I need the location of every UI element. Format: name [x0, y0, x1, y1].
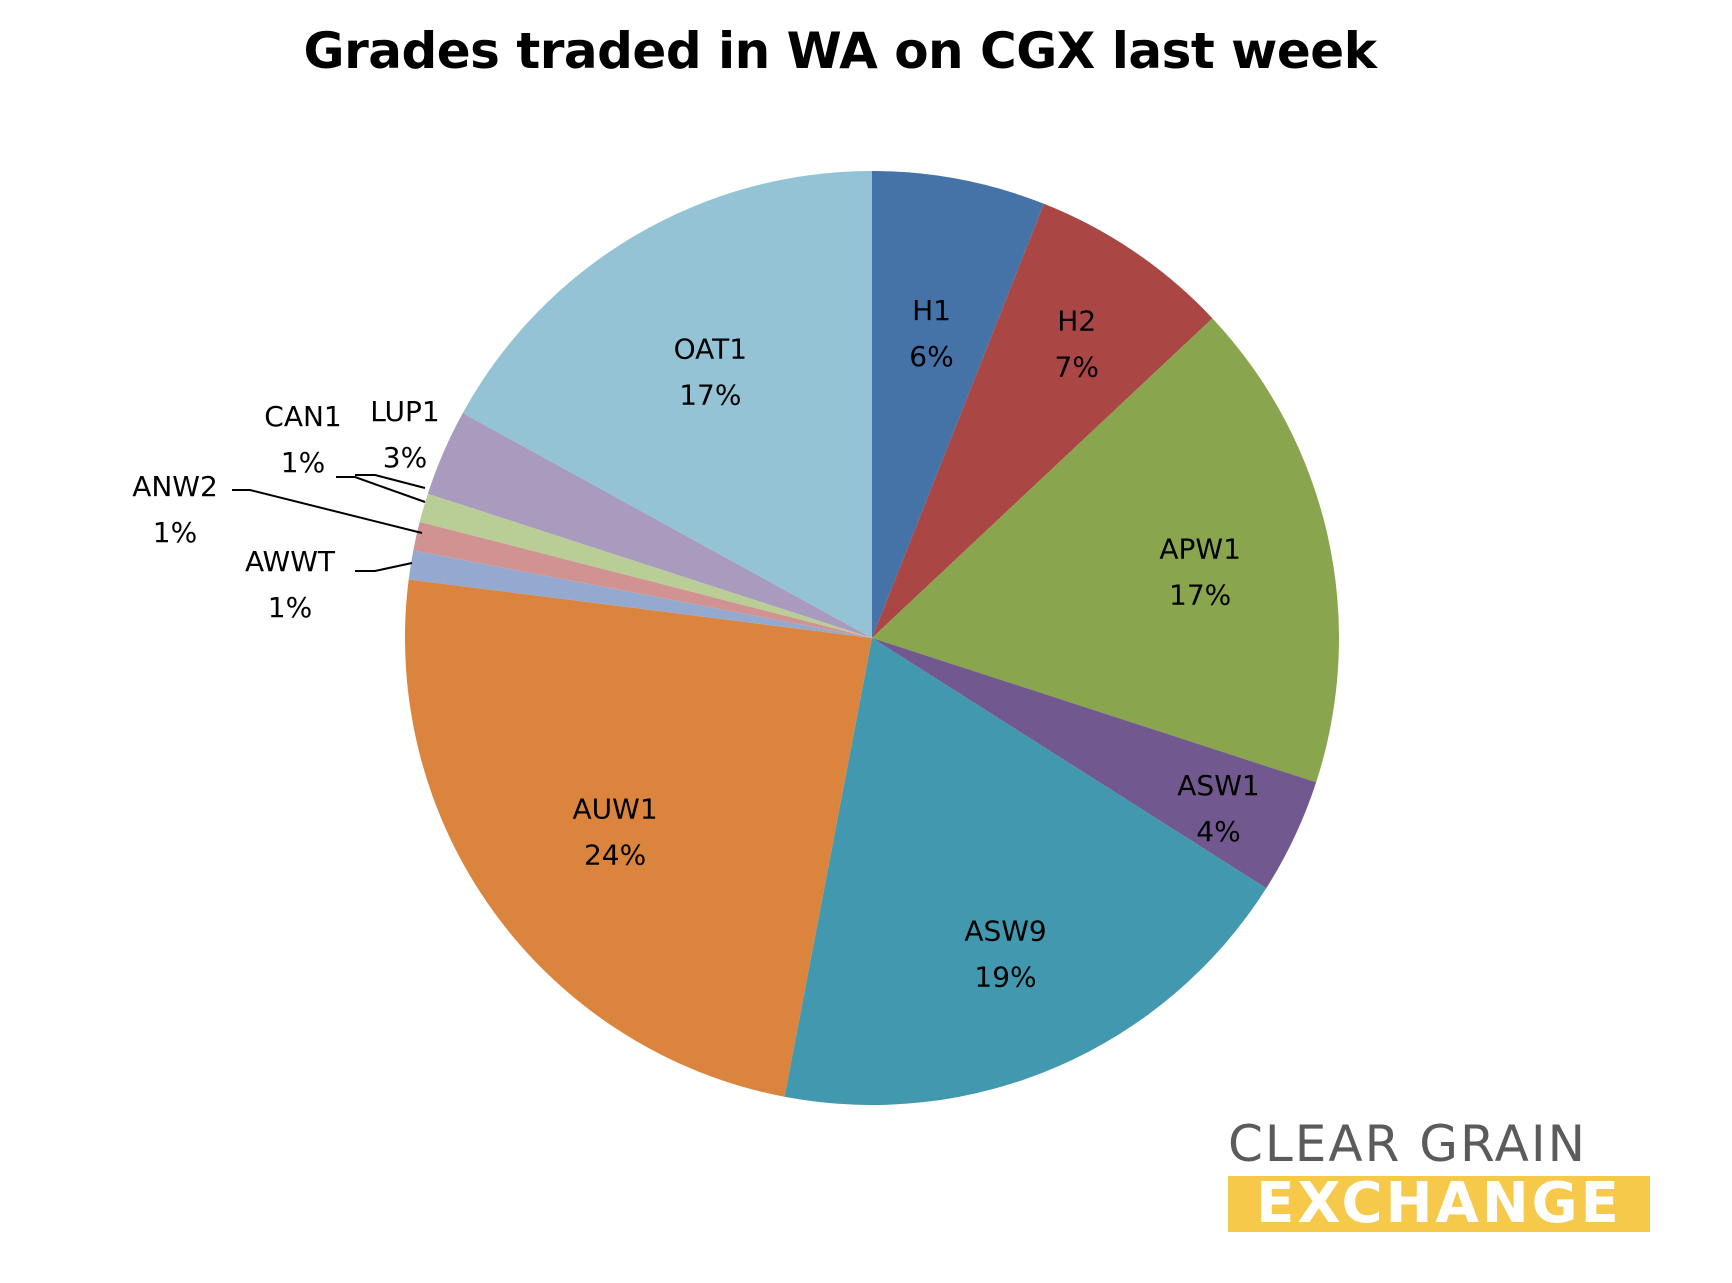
slice-value-apw1: 17% [1169, 579, 1231, 612]
slice-value-h2: 7% [1055, 351, 1099, 384]
leader-line-can1 [336, 476, 426, 503]
slice-label-lup1: LUP1 [370, 395, 439, 428]
leader-line-anw2 [232, 489, 423, 534]
slice-value-asw9: 19% [974, 961, 1036, 994]
slice-labels: H1 6% H2 7% APW1 17% ASW1 4% ASW9 19% AUW1 24% AWWT 1… [132, 294, 1260, 994]
pie-slice-h1 [872, 171, 1044, 638]
pie-slices [405, 171, 1339, 1106]
pie-slice-oat1 [462, 171, 872, 638]
logo-line-1: CLEAR GRAIN [1228, 1115, 1588, 1173]
pie-slice-auw1 [405, 579, 872, 1097]
logo-line-2: EXCHANGE [1228, 1176, 1650, 1232]
slice-label-apw1: APW1 [1159, 533, 1241, 566]
pie-slice-lup1 [427, 413, 872, 638]
slice-value-anw2: 1% [153, 516, 197, 549]
slice-label-oat1: OAT1 [674, 333, 747, 366]
slice-value-asw1: 4% [1196, 815, 1240, 848]
slice-label-h1: H1 [912, 294, 951, 327]
pie-slice-asw9 [784, 638, 1267, 1106]
slice-label-can1: CAN1 [264, 400, 341, 433]
slice-label-anw2: ANW2 [132, 470, 218, 503]
slice-value-lup1: 3% [383, 441, 427, 474]
pie-slice-awwt [408, 550, 872, 638]
pie-slice-can1 [419, 493, 872, 638]
leader-line-awwt [355, 562, 413, 572]
leader-line-lup1 [355, 474, 426, 489]
slice-value-can1: 1% [281, 446, 325, 479]
leader-lines [232, 474, 426, 572]
chart-title: Grades traded in WA on CGX last week [303, 22, 1377, 80]
pie-slice-apw1 [872, 318, 1339, 783]
pie-slice-anw2 [413, 521, 872, 638]
slice-label-auw1: AUW1 [573, 793, 658, 826]
slice-label-asw1: ASW1 [1177, 769, 1259, 802]
slice-value-h1: 6% [909, 340, 953, 373]
slice-value-oat1: 17% [679, 379, 741, 412]
pie-slice-asw1 [872, 638, 1317, 889]
slice-label-awwt: AWWT [245, 545, 336, 578]
slice-label-h2: H2 [1057, 305, 1096, 338]
slice-label-asw9: ASW9 [964, 915, 1046, 948]
clear-grain-exchange-logo: CLEAR GRAIN EXCHANGE [1228, 1118, 1650, 1232]
slice-value-auw1: 24% [584, 839, 646, 872]
pie-slice-h2 [872, 203, 1213, 639]
slice-value-awwt: 1% [268, 591, 312, 624]
